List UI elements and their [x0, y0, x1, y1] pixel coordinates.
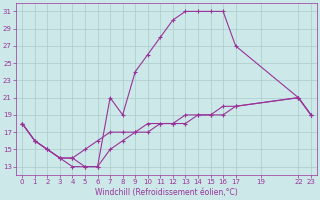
X-axis label: Windchill (Refroidissement éolien,°C): Windchill (Refroidissement éolien,°C)	[95, 188, 238, 197]
